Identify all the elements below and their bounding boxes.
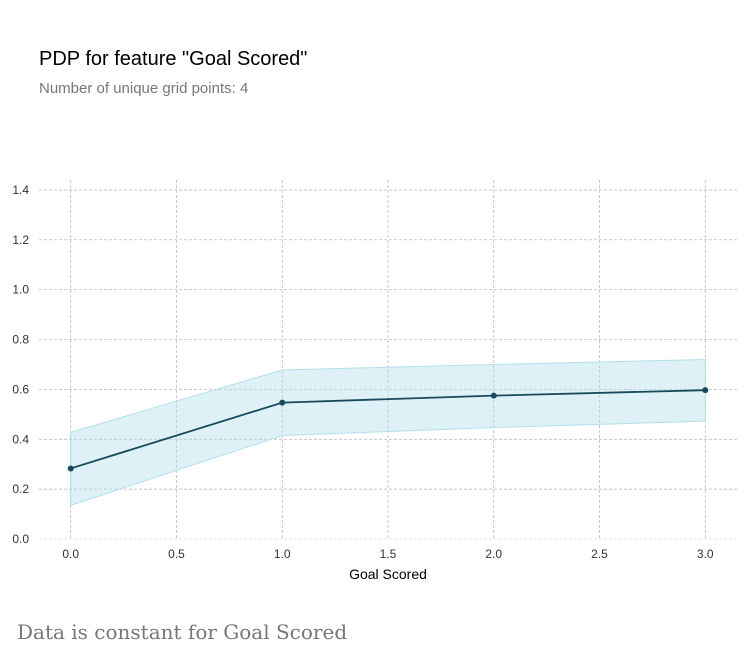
x-tick-label: 2.5 — [591, 547, 608, 561]
pdp-line — [70, 389, 706, 470]
y-tick-label: 0.2 — [12, 482, 29, 496]
x-tick-label: 3.0 — [697, 547, 714, 561]
chart-subtitle: Number of unique grid points: 4 — [39, 80, 249, 97]
pdp-plot: 0.0 0.2 0.4 0.6 0.8 1.0 1.2 1.4 0.0 0.5 1.0 1.5 2.0 2… — [12, 180, 737, 582]
footer-note: Data is constant for Goal Scored — [17, 620, 348, 644]
y-tick-label: 1.0 — [12, 283, 29, 297]
grid-layer — [39, 180, 737, 540]
data-point — [279, 399, 286, 406]
chart-title: PDP for feature "Goal Scored" — [39, 48, 308, 70]
confidence-band — [70, 358, 706, 507]
y-tick-label: 0.4 — [12, 432, 29, 446]
x-tick-label: 1.0 — [274, 547, 291, 561]
points-layer — [67, 387, 709, 472]
x-tick-label: 0.0 — [62, 547, 79, 561]
y-tick-label: 0.6 — [12, 382, 29, 396]
x-tick-label: 0.5 — [168, 547, 185, 561]
data-point — [702, 387, 709, 394]
x-tick-label: 1.5 — [380, 547, 397, 561]
x-tick-label: 2.0 — [485, 547, 502, 561]
x-axis-label: Goal Scored — [349, 566, 427, 582]
y-tick-label: 0.0 — [12, 532, 29, 546]
data-point — [67, 465, 74, 472]
y-tick-label: 1.2 — [12, 233, 29, 247]
line-layer — [70, 389, 706, 470]
ticks-layer: 0.0 0.2 0.4 0.6 0.8 1.0 1.2 1.4 0.0 0.5 1.0 1.5 2.0 2… — [12, 183, 714, 561]
y-tick-label: 1.4 — [12, 183, 29, 197]
data-point — [490, 392, 497, 399]
y-tick-label: 0.8 — [12, 333, 29, 347]
confidence-band-layer — [70, 358, 706, 507]
